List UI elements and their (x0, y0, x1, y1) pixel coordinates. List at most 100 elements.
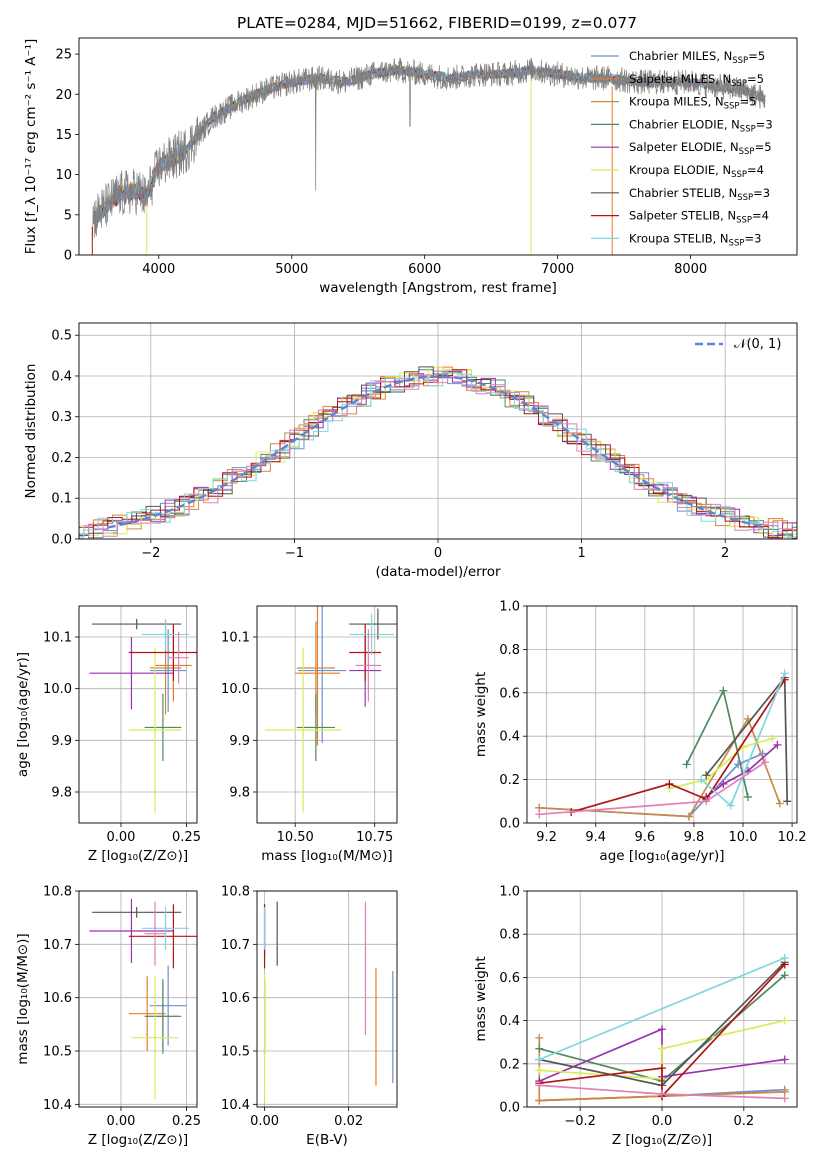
x-tick-label: 0.00 (250, 1114, 279, 1129)
y-tick-label: 9.9 (51, 734, 72, 749)
y-tick-label: 10.7 (43, 938, 72, 953)
mass-weight-marker (780, 1055, 789, 1064)
x-tick-label: 9.6 (634, 830, 655, 845)
x-tick-label: 9.2 (536, 830, 557, 845)
y-tick-label: 0.6 (499, 686, 520, 701)
legend-model-name: Chabrier MILES (629, 49, 716, 63)
legend-separator: , N (721, 186, 737, 200)
x-tick-label: 0.0 (652, 1114, 673, 1129)
x-axis-label: wavelength [Angstrom, rest frame] (319, 280, 557, 296)
mass-weight-marker (775, 799, 784, 808)
x-axis-label: Z [log₁₀(Z/Z⊙)] (88, 848, 188, 864)
y-axis-label: mass weight (473, 672, 489, 757)
spectrum-panel: 4000 5000 6000 7000 8000 0 5 10 15 20 25 wavelength… (23, 37, 798, 296)
legend-n-value: =3 (744, 231, 761, 245)
y-tick-label: 25 (55, 48, 72, 63)
mass-weight-marker (761, 758, 770, 767)
x-tick-label: 7000 (541, 262, 574, 277)
mass-weight-line (539, 1019, 785, 1080)
mass-weight-line (570, 679, 786, 813)
y-tick-label: 0.6 (499, 971, 520, 986)
y-tick-label: 10.1 (43, 631, 72, 646)
mass-weight-marker (658, 1064, 666, 1073)
y-tick-label: 15 (55, 128, 72, 143)
y-tick-label: 0.4 (51, 369, 72, 384)
x-axis-label: (data-model)/error (375, 564, 501, 580)
y-tick-label: 20 (55, 88, 72, 103)
x-tick-label: 8000 (674, 262, 707, 277)
y-tick-label: 10.7 (221, 938, 250, 953)
figure-title: PLATE=0284, MJD=51662, FIBERID=0199, z=0… (237, 14, 637, 32)
x-tick-label: 0.02 (334, 1114, 363, 1129)
legend-n-subscript: SSP (736, 216, 752, 226)
legend-separator: , N (715, 163, 731, 177)
mass-weight-marker (780, 1016, 789, 1025)
legend-model-name: Salpeter ELODIE (629, 140, 723, 154)
legend-n-value: =5 (755, 140, 772, 154)
mass-weight-marker (743, 792, 752, 801)
x-tick-label: 0.00 (106, 830, 135, 845)
y-tick-label: 9.9 (229, 734, 250, 749)
mass-weight-line (669, 737, 773, 790)
plot-area (535, 953, 789, 1105)
y-tick-label: 0.3 (51, 410, 72, 425)
mass-weight-marker (535, 810, 544, 819)
legend-separator: , N (724, 117, 740, 131)
x-tick-label: 6000 (408, 262, 441, 277)
y-tick-label: 0.1 (51, 492, 72, 507)
y-tick-label: 0.2 (499, 773, 520, 788)
legend-n-value: =3 (753, 186, 770, 200)
legend-model-name: Chabrier ELODIE (629, 117, 724, 131)
mass-weight-marker (535, 1096, 544, 1105)
plot-area (91, 57, 766, 255)
weight-vs-metallicity-panel: −0.2 0.0 0.2 0.0 0.2 0.4 0.6 0.8 1.0 Z [log₁₀(Z/Z… (473, 885, 798, 1148)
legend-separator: , N (716, 49, 732, 63)
legend-separator: , N (708, 95, 724, 109)
mass-weight-marker (665, 779, 674, 788)
axes-frame (256, 890, 398, 1108)
y-tick-label: 0.4 (499, 1014, 520, 1029)
observed-spectrum-line (91, 57, 766, 240)
legend-n-subscript: SSP (731, 170, 747, 180)
legend-label: Chabrier MILES, NSSP=5 (629, 49, 765, 66)
y-tick-label: 5 (64, 208, 72, 223)
legend-model-name: Kroupa ELODIE (629, 163, 715, 177)
x-tick-label: 10.2 (778, 830, 807, 845)
y-tick-label: 0.0 (499, 1101, 520, 1116)
x-tick-label: 0.25 (172, 1114, 201, 1129)
legend-n-value: =5 (747, 72, 764, 86)
residuals-panel: −2 −1 0 1 2 0.0 0.1 0.2 0.3 0.4 0.5 (data-model)/er… (23, 322, 798, 580)
mass-vs-ebv-panel: 0.00 0.02 10.4 10.5 10.6 10.7 10.8 E(B-V) (221, 885, 398, 1148)
plot-area (89, 899, 197, 1099)
x-tick-label: −1 (285, 546, 304, 561)
y-axis-label: age [log₁₀(age/yr)] (15, 652, 31, 777)
legend-separator: , N (713, 231, 729, 245)
x-axis-label: E(B-V) (306, 1132, 348, 1148)
x-tick-label: 0.2 (733, 1114, 754, 1129)
mass-weight-marker (682, 760, 691, 769)
legend-label: Chabrier STELIB, NSSP=3 (629, 186, 770, 203)
age-vs-metallicity-panel: 0.00 0.25 9.8 9.9 10.0 10.1 Z [log₁₀(Z/Z⊙)] age… (15, 605, 201, 864)
x-tick-label: 5000 (275, 262, 308, 277)
legend-model-name: Kroupa MILES (629, 95, 708, 109)
x-axis-label: Z [log₁₀(Z/Z⊙)] (88, 1132, 188, 1148)
normal-distribution-curve (107, 375, 762, 529)
legend-label: Salpeter MILES, NSSP=5 (629, 72, 764, 89)
legend-n-value: =3 (756, 117, 773, 131)
legend-model-name: Chabrier STELIB (629, 186, 721, 200)
x-tick-label: 2 (721, 546, 729, 561)
y-tick-label: 10.6 (43, 991, 72, 1006)
legend-model-name: Salpeter MILES (629, 72, 715, 86)
x-tick-label: −0.2 (564, 1114, 596, 1129)
legend-n-value: =4 (752, 209, 769, 223)
residual-histogram-step (79, 370, 797, 539)
mass-weight-marker (535, 1066, 544, 1075)
y-tick-label: 0 (64, 249, 72, 264)
y-tick-label: 0.8 (499, 928, 520, 943)
mass-weight-marker (780, 669, 789, 678)
y-axis-label: mass weight (473, 956, 489, 1041)
y-tick-label: 9.8 (51, 786, 72, 801)
mass-vs-metallicity-panel: 0.00 0.25 10.4 10.5 10.6 10.7 10.8 Z [log₁₀(Z/Z… (15, 885, 201, 1149)
legend-label: Salpeter ELODIE, NSSP=5 (629, 140, 772, 157)
legend-n-value: =4 (747, 163, 764, 177)
